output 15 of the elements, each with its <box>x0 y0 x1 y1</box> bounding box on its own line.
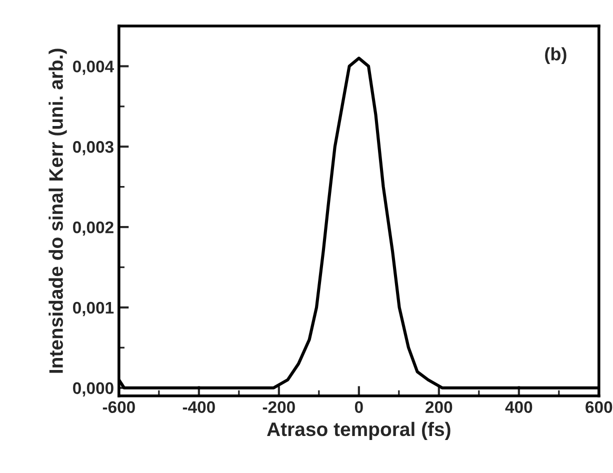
y-tick-label: 0,002 <box>73 221 114 236</box>
y-tick-label: 0,003 <box>73 141 114 156</box>
x-axis-title: Atraso temporal (fs) <box>267 422 450 440</box>
x-tick-label: 400 <box>505 401 532 414</box>
y-tick-label: 0,004 <box>73 60 114 75</box>
x-tick-label: 600 <box>586 401 612 414</box>
x-tick-label: -400 <box>182 401 215 414</box>
annotation: (b) <box>545 47 566 64</box>
y-tick-label: 0,001 <box>73 302 114 316</box>
y-axis-title: Intensidade do sinal Kerr (uni. arb.) <box>48 48 67 373</box>
x-tick-label: -600 <box>102 401 135 414</box>
x-tick-label: 200 <box>426 401 452 414</box>
x-tick-label: 0 <box>354 401 363 414</box>
y-tick-label: 0,000 <box>73 382 114 396</box>
x-tick-label: -200 <box>262 401 295 414</box>
